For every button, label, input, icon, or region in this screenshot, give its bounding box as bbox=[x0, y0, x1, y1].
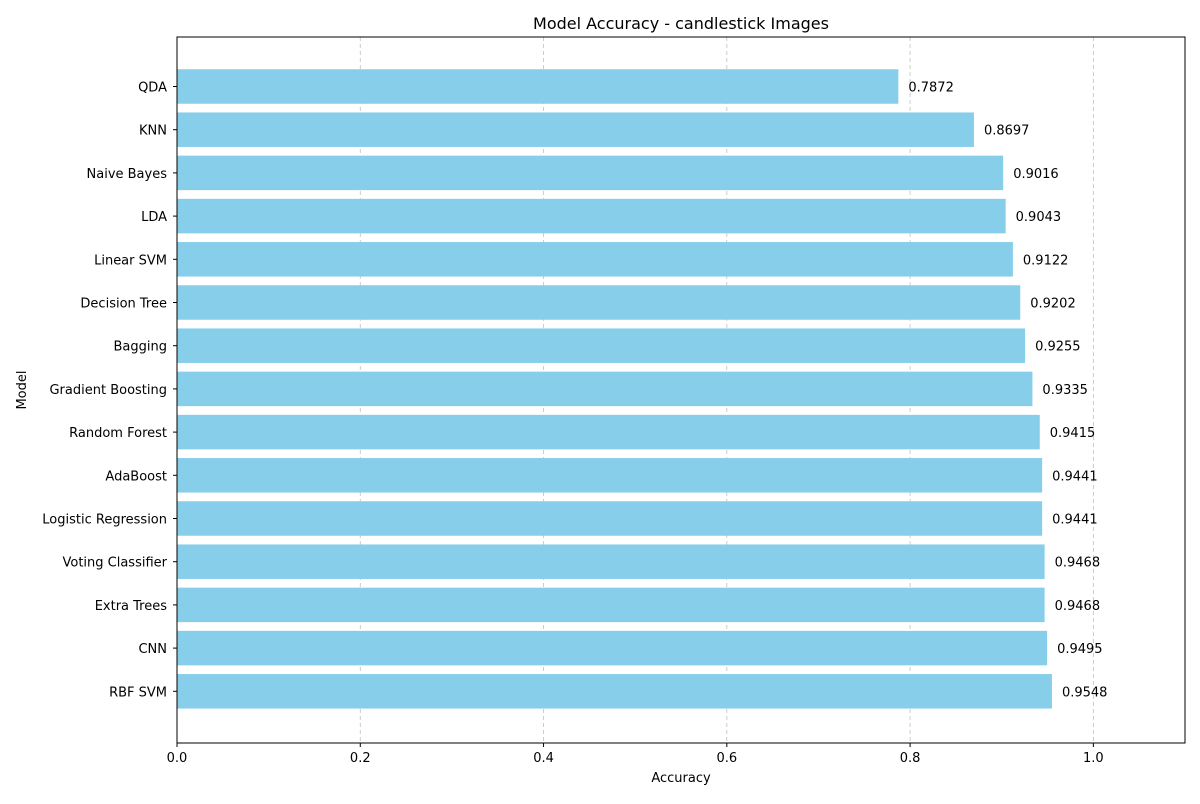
x-tick-label: 0.4 bbox=[533, 751, 554, 766]
y-tick-label: CNN bbox=[138, 642, 167, 657]
bar bbox=[177, 285, 1021, 320]
bar bbox=[177, 458, 1043, 493]
y-tick-label: Naive Bayes bbox=[87, 167, 168, 182]
x-tick-label: 0.0 bbox=[167, 751, 188, 766]
bar bbox=[177, 198, 1006, 234]
y-tick-label: Voting Classifier bbox=[62, 556, 167, 571]
bar bbox=[177, 587, 1045, 623]
data-label: 0.9335 bbox=[1042, 383, 1088, 398]
chart-title: Model Accuracy - candlestick Images bbox=[533, 14, 829, 33]
y-tick-label: LDA bbox=[141, 210, 167, 225]
data-label: 0.8697 bbox=[984, 124, 1030, 139]
x-tick-label: 0.8 bbox=[900, 751, 921, 766]
y-tick-label: Extra Trees bbox=[95, 599, 168, 614]
data-label: 0.9441 bbox=[1052, 469, 1098, 484]
x-tick-label: 0.6 bbox=[716, 751, 737, 766]
y-tick-label: AdaBoost bbox=[105, 469, 167, 484]
bar bbox=[177, 112, 974, 147]
bar bbox=[177, 371, 1033, 407]
bar bbox=[177, 155, 1004, 191]
y-tick-label: RBF SVM bbox=[109, 685, 167, 700]
y-tick-label: Random Forest bbox=[69, 426, 167, 441]
data-label: 0.9441 bbox=[1052, 513, 1098, 528]
y-axis-label: Model bbox=[15, 370, 30, 409]
bars-layer bbox=[177, 69, 1052, 709]
y-tick-label: Bagging bbox=[114, 340, 168, 355]
y-tick-label: QDA bbox=[138, 81, 167, 96]
bar bbox=[177, 630, 1048, 666]
bar bbox=[177, 414, 1040, 450]
data-label: 0.9495 bbox=[1057, 642, 1103, 657]
x-tick-label: 1.0 bbox=[1083, 751, 1104, 766]
data-label: 0.7872 bbox=[908, 81, 954, 96]
data-label: 0.9548 bbox=[1062, 685, 1108, 700]
data-label: 0.9016 bbox=[1013, 167, 1059, 182]
data-label: 0.9468 bbox=[1055, 599, 1101, 614]
data-label: 0.9415 bbox=[1050, 426, 1096, 441]
data-label: 0.9255 bbox=[1035, 340, 1081, 355]
plot-frame bbox=[176, 36, 1186, 744]
y-tick-label: Logistic Regression bbox=[42, 513, 167, 528]
y-tick-label: Gradient Boosting bbox=[49, 383, 167, 398]
y-tick-label: Decision Tree bbox=[80, 297, 167, 312]
y-tick-label: Linear SVM bbox=[94, 253, 167, 268]
labels-layer: 0.7872 0.8697 0.9016 0.9043 0.9122 0.9202 0.92… bbox=[908, 81, 1107, 701]
data-label: 0.9202 bbox=[1030, 297, 1076, 312]
x-tick-label: 0.2 bbox=[350, 751, 371, 766]
bar bbox=[177, 501, 1043, 536]
bar bbox=[177, 328, 1026, 363]
bar bbox=[177, 544, 1045, 579]
bar bbox=[177, 674, 1052, 709]
data-label: 0.9043 bbox=[1016, 210, 1062, 225]
x-axis-label: Accuracy bbox=[651, 771, 711, 786]
bar bbox=[177, 69, 899, 104]
y-tick-label: KNN bbox=[139, 124, 167, 139]
data-label: 0.9122 bbox=[1023, 253, 1069, 268]
bar bbox=[177, 242, 1013, 277]
axes-layer: QDA KNN Naive Bayes LDA Linear SVM Decision T… bbox=[42, 36, 1186, 766]
data-label: 0.9468 bbox=[1055, 556, 1101, 571]
